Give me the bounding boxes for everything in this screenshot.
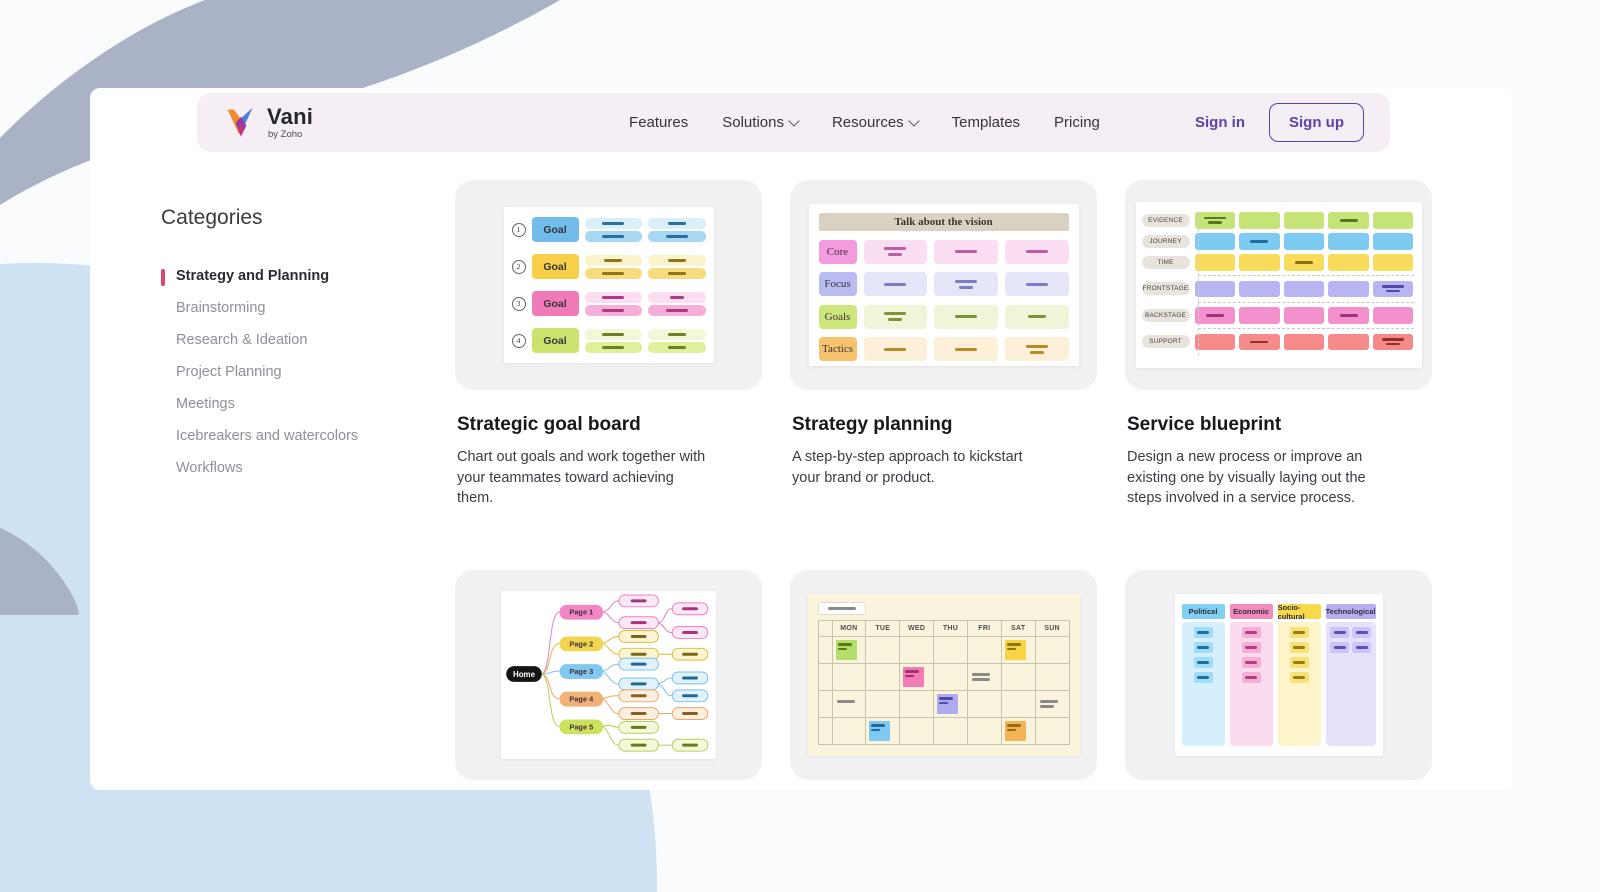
thumbnail-pest-analysis: Political Economic S: [1125, 570, 1432, 780]
thumbnail-sitemap: Home Page 1 Page 2 Page 3 Page 4 Page 5: [455, 570, 762, 780]
sticky-note: [1004, 721, 1026, 741]
sidebar-item-meetings[interactable]: Meetings: [176, 396, 235, 412]
calendar-grid: MON TUE WED THU FRI SAT SUN: [817, 620, 1070, 745]
sidebar-item-workflows[interactable]: Workflows: [176, 460, 243, 476]
template-card-strategic-goal-board[interactable]: 1 Goal 2 Goal 3 Goal: [455, 180, 762, 509]
template-card-pest-analysis[interactable]: Political Economic S: [1125, 570, 1432, 780]
blueprint-row-time: TIME: [1141, 254, 1414, 271]
sidebar-item-icebreakers[interactable]: Icebreakers and watercolors: [176, 428, 359, 444]
goal-row-3: 3 Goal: [511, 291, 706, 316]
top-nav: Vani by Zoho Features Solutions Resource…: [197, 93, 1390, 152]
brand-byline: by Zoho: [268, 128, 303, 140]
template-card-service-blueprint[interactable]: EVIDENCE JOURNEY: [1125, 180, 1432, 509]
template-card-strategy-planning[interactable]: Talk about the vision Core Focus: [790, 180, 1097, 488]
day-header: MON: [832, 621, 867, 637]
day-header: THU: [934, 621, 968, 637]
note-lines: [1039, 700, 1058, 708]
brand-name: Vani: [267, 103, 314, 129]
sidebar-item-strategy-and-planning[interactable]: Strategy and Planning: [161, 260, 391, 292]
template-description: Design a new process or improve an exist…: [1127, 449, 1366, 507]
blueprint-row-frontstage: FRONTSTAGE: [1141, 280, 1414, 297]
svg-text:Page 2: Page 2: [569, 639, 593, 648]
day-header: TUE: [866, 621, 901, 637]
sign-in-link[interactable]: Sign in: [1195, 114, 1245, 131]
nav-item-features[interactable]: Features: [629, 114, 689, 131]
svg-text:Page 4: Page 4: [569, 695, 594, 704]
template-card-weekly-calendar[interactable]: MON TUE WED THU FRI SAT SUN: [790, 570, 1097, 780]
note-lines: [836, 700, 855, 703]
sticky-note: [835, 640, 857, 660]
blueprint-row-support: SUPPORT: [1141, 333, 1414, 350]
brand-logo[interactable]: Vani by Zoho: [223, 103, 314, 140]
day-header: SAT: [1001, 621, 1036, 637]
goal-row-2: 2 Goal: [511, 254, 706, 279]
svg-text:Page 5: Page 5: [569, 722, 593, 731]
sticky-note: [1004, 640, 1026, 660]
template-title: Service blueprint: [1127, 414, 1282, 435]
nav-menu: Features Solutions Resources Templates P…: [629, 114, 1100, 131]
template-description: Chart out goals and work together with y…: [457, 449, 706, 507]
blueprint-row-evidence: EVIDENCE: [1141, 212, 1414, 229]
nav-item-solutions[interactable]: Solutions: [722, 114, 800, 131]
day-header: WED: [900, 621, 935, 637]
nav-item-resources[interactable]: Resources: [832, 114, 920, 131]
note-lines: [971, 673, 990, 681]
strategy-header: Talk about the vision: [818, 213, 1069, 231]
strategy-row-tactics: Tactics: [818, 337, 1069, 361]
nav-item-templates[interactable]: Templates: [951, 114, 1021, 131]
blueprint-row-backstage: BACKSTAGE: [1141, 307, 1414, 324]
goal-row-4: 4 Goal: [511, 328, 706, 353]
blueprint-row-journey: JOURNEY: [1141, 233, 1414, 250]
strategy-row-core: Core: [818, 239, 1069, 264]
sidebar-item-project-planning[interactable]: Project Planning: [176, 364, 282, 380]
chevron-down-icon: [788, 115, 800, 127]
strategy-row-goals: Goals: [818, 304, 1069, 329]
sidebar-item-research-ideation[interactable]: Research & Ideation: [176, 332, 308, 348]
svg-text:Home: Home: [513, 670, 536, 679]
sign-up-button[interactable]: Sign up: [1269, 103, 1364, 142]
day-header: SUN: [1035, 621, 1070, 637]
strategy-row-focus: Focus: [818, 272, 1069, 296]
sidebar-item-brainstorming[interactable]: Brainstorming: [176, 300, 266, 316]
goal-row-1: 1 Goal: [511, 217, 706, 242]
pest-column-socio-cultural: Socio-cultural: [1277, 603, 1321, 746]
pest-column-economic: Economic: [1229, 604, 1273, 746]
template-card-sitemap[interactable]: Home Page 1 Page 2 Page 3 Page 4 Page 5: [455, 570, 762, 780]
nav-item-pricing[interactable]: Pricing: [1054, 114, 1100, 131]
chevron-down-icon: [908, 115, 920, 127]
sticky-note: [937, 694, 959, 714]
content-card: Vani by Zoho Features Solutions Resource…: [90, 88, 1512, 790]
thumbnail-goal-board: 1 Goal 2 Goal 3 Goal: [455, 180, 762, 390]
svg-text:Page 3: Page 3: [569, 667, 593, 676]
sticky-note: [869, 721, 891, 741]
template-title: Strategic goal board: [457, 414, 641, 435]
pest-column-technological: Technological: [1325, 604, 1376, 746]
svg-text:Page 1: Page 1: [569, 608, 593, 617]
thumbnail-strategy-grid: Talk about the vision Core Focus: [790, 180, 1097, 390]
template-title: Strategy planning: [792, 414, 953, 435]
calendar-title-chip: [817, 602, 866, 615]
thumbnail-weekly-calendar: MON TUE WED THU FRI SAT SUN: [790, 570, 1097, 780]
vani-logo-icon: [227, 107, 253, 136]
sitemap-diagram: Home Page 1 Page 2 Page 3 Page 4 Page 5: [501, 591, 716, 759]
day-header: FRI: [967, 621, 1002, 637]
pest-column-political: Political: [1181, 604, 1225, 746]
sidebar-title: Categories: [161, 206, 263, 229]
template-description: A step-by-step approach to kickstart you…: [792, 449, 1023, 486]
sticky-note: [903, 667, 925, 687]
thumbnail-service-blueprint: EVIDENCE JOURNEY: [1125, 180, 1432, 390]
decor-slate-strip: [0, 528, 79, 615]
blueprint-divider: [1197, 214, 1199, 356]
categories-sidebar: Categories Strategy and Planning Brainst…: [161, 206, 391, 484]
